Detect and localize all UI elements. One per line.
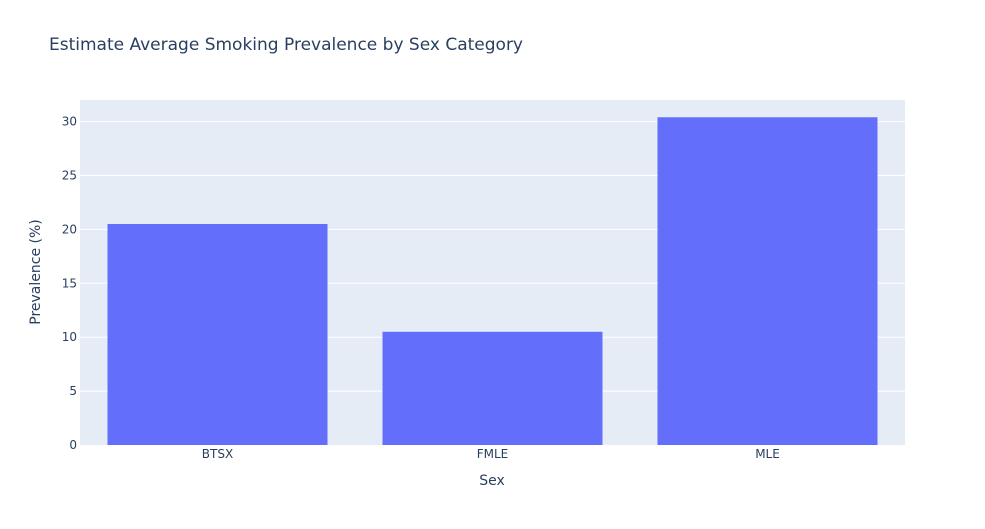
y-axis-ticks: 0 5 10 15 20 25 30 xyxy=(62,115,77,452)
y-tick-label: 30 xyxy=(62,115,77,129)
x-tick-label-btsx: BTSX xyxy=(202,447,233,461)
bar-fmle[interactable] xyxy=(382,331,603,445)
chart-title: Estimate Average Smoking Prevalence by S… xyxy=(49,35,523,55)
bar-mle[interactable] xyxy=(657,117,878,445)
x-axis-title: Sex xyxy=(479,473,505,489)
bars xyxy=(107,117,878,445)
x-tick-label-fmle: FMLE xyxy=(477,447,509,461)
y-tick-label: 15 xyxy=(62,276,77,290)
bar-btsx[interactable] xyxy=(107,223,328,445)
y-tick-label: 10 xyxy=(62,330,77,344)
y-tick-label: 20 xyxy=(62,222,77,236)
y-tick-label: 0 xyxy=(69,438,77,452)
x-tick-label-mle: MLE xyxy=(755,447,780,461)
y-tick-label: 5 xyxy=(69,384,77,398)
y-axis-title: Prevalence (%) xyxy=(28,219,44,325)
x-axis-ticks: BTSX FMLE MLE xyxy=(202,447,780,461)
y-tick-label: 25 xyxy=(62,168,77,182)
